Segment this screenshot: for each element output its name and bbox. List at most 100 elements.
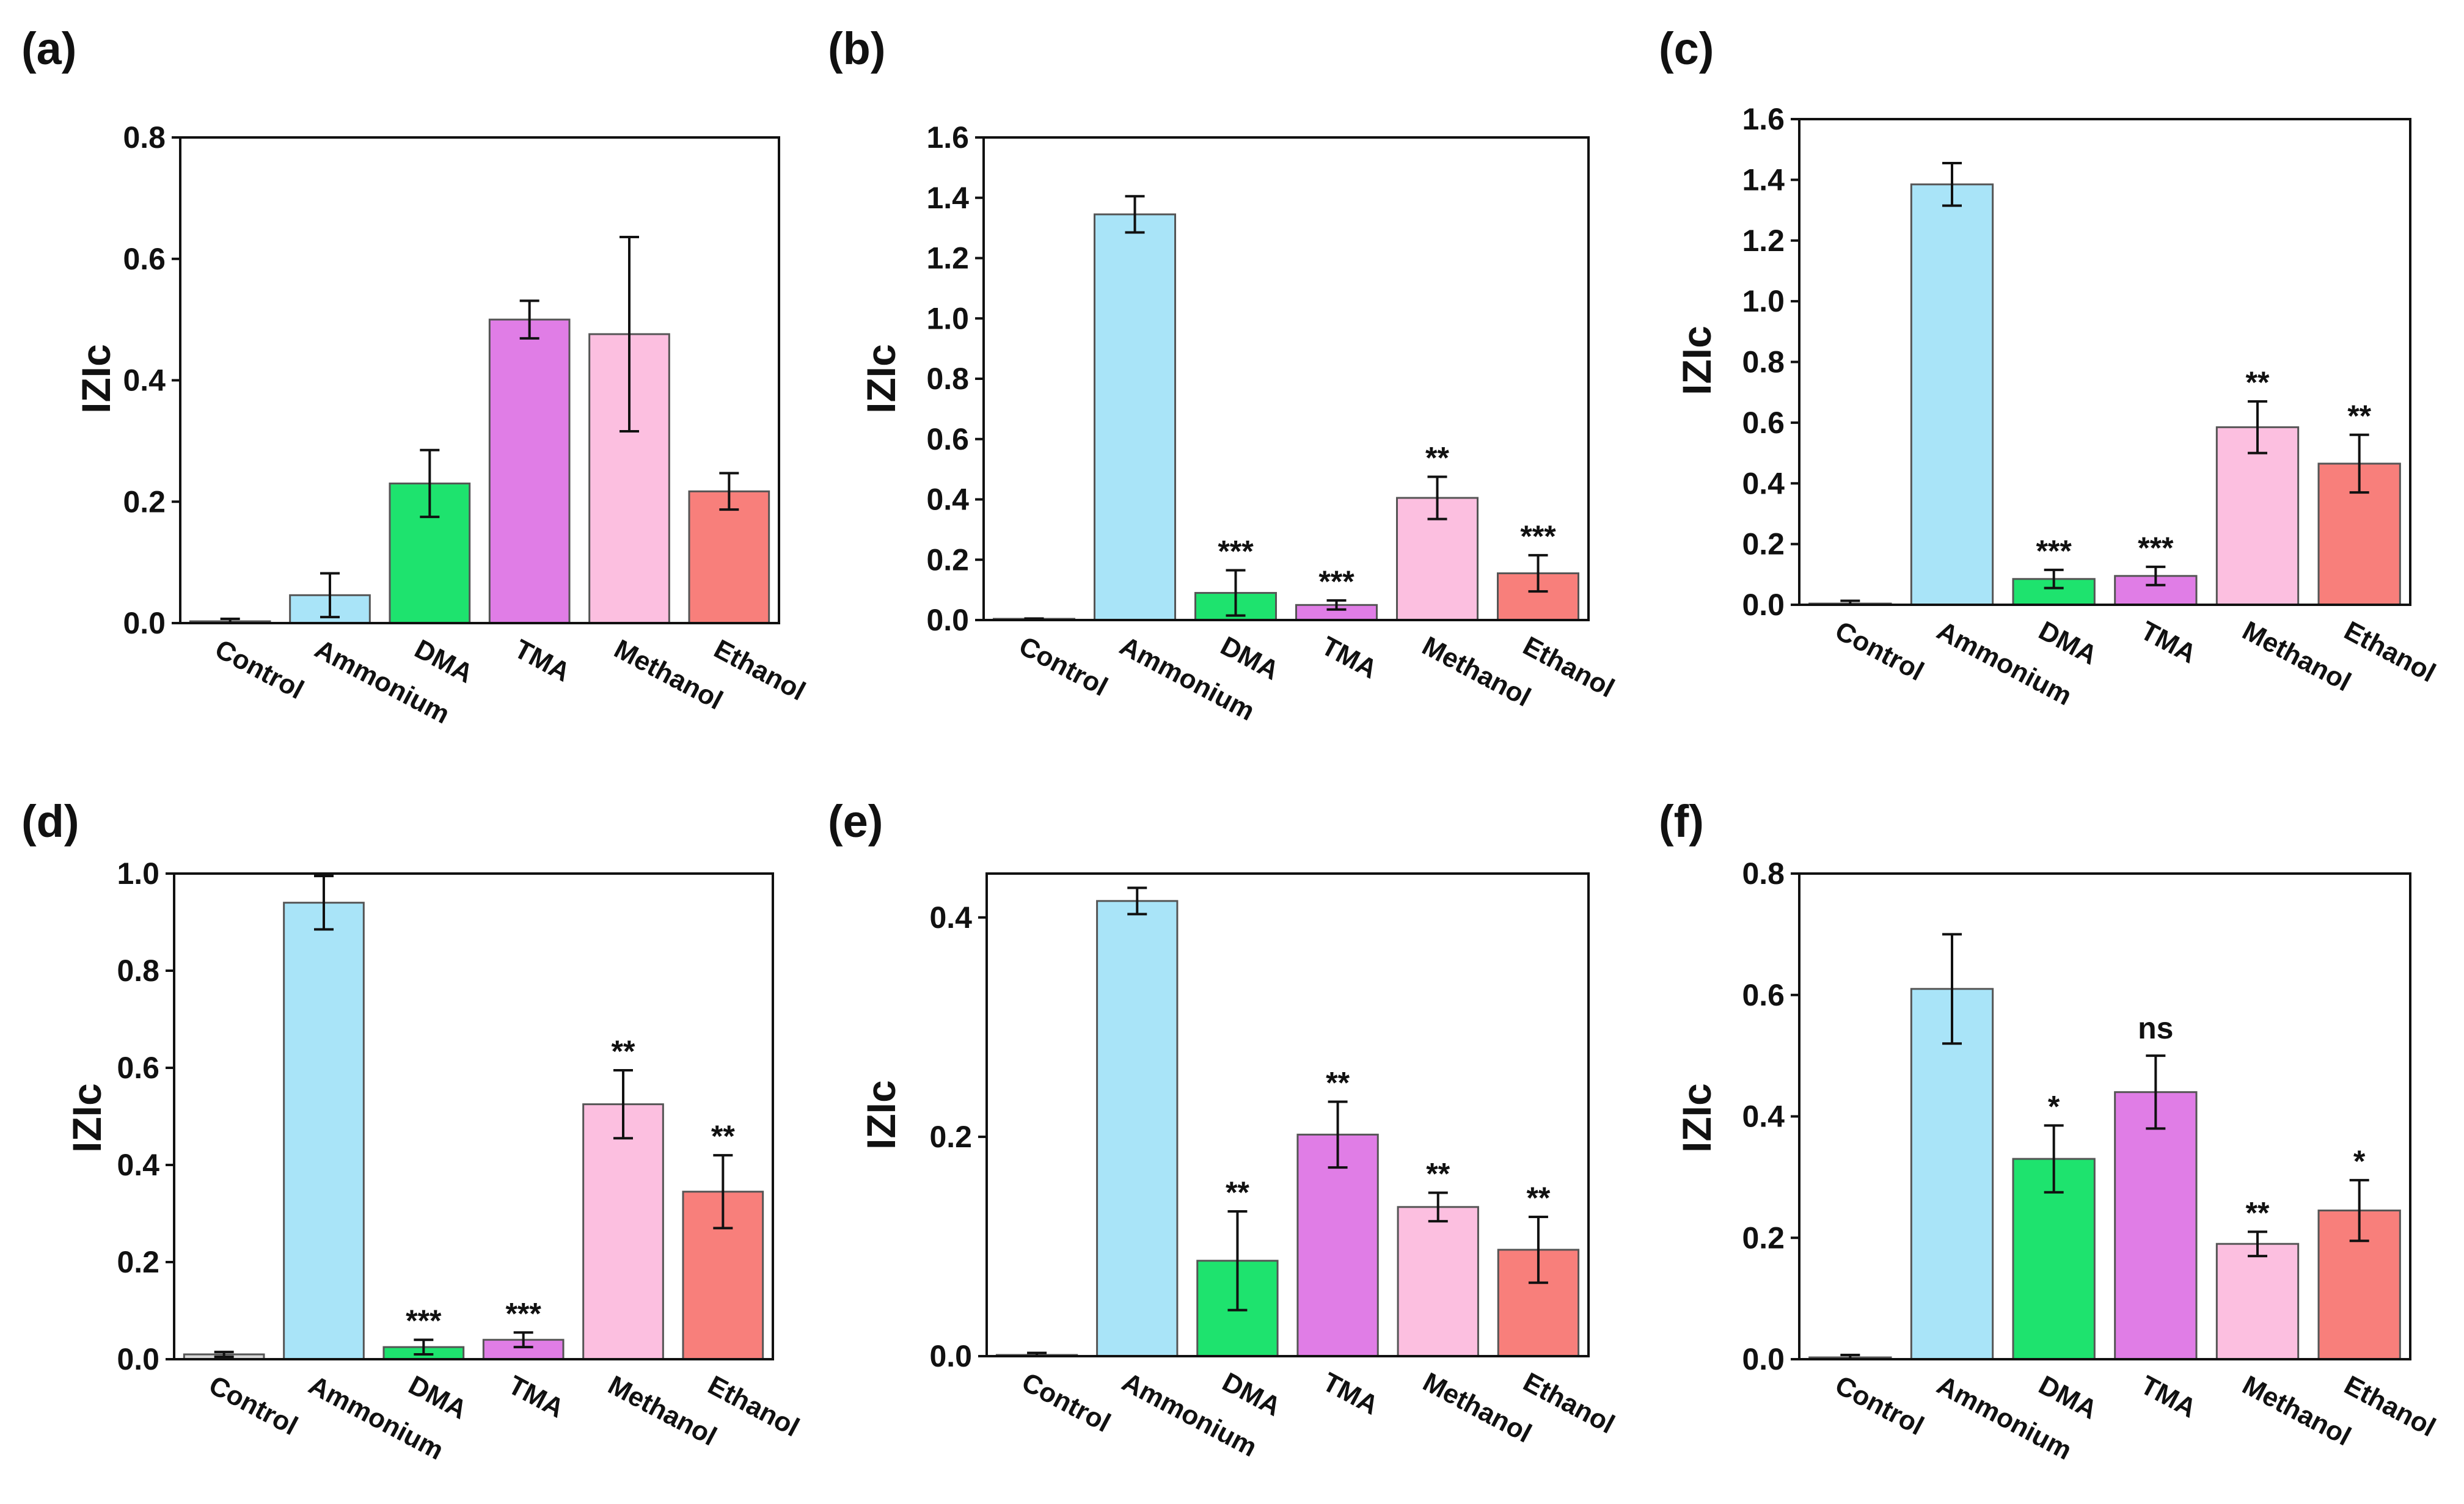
y-tick-label: 1.0 (926, 301, 969, 335)
x-tick-label: DMA (1218, 1367, 1285, 1422)
y-tick-label: 0.8 (117, 954, 159, 988)
bar (2215, 426, 2300, 606)
y-tick-label: 0.2 (926, 542, 969, 577)
x-tick-label: DMA (404, 1370, 472, 1425)
x-tick-label: Methanol (1417, 631, 1536, 713)
x-tick-label: TMA (510, 634, 575, 688)
y-tick-label: 0.6 (117, 1051, 159, 1085)
plot-frame (982, 136, 1590, 621)
x-tick-label: TMA (503, 1370, 569, 1424)
x-tick-label: TMA (1317, 631, 1382, 685)
significance-label: ** (2347, 399, 2371, 433)
bar (1910, 183, 1994, 606)
x-tick-label: Control (1830, 616, 1929, 687)
y-tick-label: 1.2 (1742, 224, 1785, 258)
y-tick-label: 0.4 (117, 1148, 159, 1182)
significance-label: ** (711, 1119, 735, 1153)
significance-label: *** (406, 1304, 442, 1338)
panel-label: (a) (21, 23, 76, 74)
panel-label: (f) (1659, 796, 1704, 847)
y-axis-title: IZIc (1674, 1083, 1719, 1153)
y-tick-label: 0.2 (1742, 527, 1785, 561)
x-tick-label: TMA (2136, 616, 2201, 670)
panel-label: (d) (21, 796, 79, 847)
y-tick-label: 0.0 (117, 1342, 159, 1376)
bar (2114, 1091, 2198, 1360)
significance-label: *** (2138, 531, 2174, 565)
y-tick-label: 0.4 (123, 363, 166, 398)
y-tick-label: 0.8 (926, 362, 969, 396)
x-tick-label: DMA (2034, 1370, 2102, 1425)
y-tick-label: 1.6 (926, 120, 969, 155)
bar (1497, 572, 1579, 621)
plot-frame (179, 136, 780, 624)
x-tick-label: Control (1830, 1370, 1929, 1442)
y-tick-label: 0.0 (1742, 1342, 1785, 1376)
y-tick-label: 0.0 (1742, 588, 1785, 622)
y-tick-label: 0.2 (1742, 1221, 1785, 1255)
y-axis-title: IZIc (858, 344, 904, 414)
bar (488, 318, 571, 624)
y-tick-label: 0.4 (929, 900, 972, 935)
significance-label: * (2353, 1144, 2366, 1178)
bar (1096, 900, 1179, 1357)
significance-label: ** (1326, 1065, 1350, 1100)
x-tick-label: Control (1014, 631, 1113, 703)
bar (688, 490, 770, 624)
y-tick-label: 0.6 (1742, 406, 1785, 440)
y-tick-label: 1.4 (926, 181, 969, 215)
y-tick-label: 0.2 (123, 484, 166, 519)
x-tick-label: Ethanol (709, 634, 810, 707)
x-tick-label: Control (210, 634, 309, 706)
plot-frame (1798, 118, 2411, 606)
significance-label: ** (1526, 1181, 1550, 1215)
y-tick-label: 0.4 (1742, 466, 1785, 500)
y-tick-label: 0.4 (1742, 1100, 1785, 1134)
y-axis-title: IZIc (64, 1083, 109, 1153)
y-tick-label: 0.0 (926, 603, 969, 637)
significance-label: ** (2246, 365, 2270, 400)
panel-label: (c) (1659, 23, 1714, 74)
bar (1094, 213, 1176, 621)
y-tick-label: 1.4 (1742, 162, 1785, 197)
x-tick-label: Control (204, 1370, 302, 1442)
y-tick-label: 0.2 (929, 1120, 972, 1154)
plot-frame (1798, 872, 2411, 1360)
x-tick-label: TMA (1318, 1367, 1383, 1421)
bar (1910, 988, 1994, 1360)
y-tick-label: 0.0 (929, 1339, 972, 1373)
x-tick-label: Ethanol (703, 1370, 804, 1443)
significance-label: ** (1425, 440, 1449, 475)
bar (582, 1103, 664, 1360)
x-tick-label: Ethanol (1518, 631, 1619, 704)
y-axis-title: IZIc (858, 1080, 904, 1150)
x-tick-label: Ethanol (2339, 1370, 2440, 1443)
significance-label: * (2048, 1089, 2060, 1123)
x-tick-label: Ethanol (2339, 616, 2440, 688)
significance-label: *** (505, 1296, 541, 1331)
significance-label: *** (1318, 564, 1354, 599)
significance-label: *** (1520, 519, 1556, 553)
significance-label: *** (1218, 535, 1254, 569)
y-tick-label: 1.0 (1742, 284, 1785, 318)
y-tick-label: 1.6 (1742, 102, 1785, 136)
y-tick-label: 0.8 (1742, 856, 1785, 891)
y-tick-label: 1.2 (926, 241, 969, 276)
y-tick-label: 0.0 (123, 606, 166, 640)
y-tick-label: 0.6 (123, 242, 166, 276)
x-tick-label: DMA (1216, 631, 1284, 686)
y-tick-label: 1.0 (117, 856, 159, 891)
plot-frame (173, 872, 774, 1360)
y-tick-label: 0.2 (117, 1245, 159, 1279)
x-tick-label: TMA (2136, 1370, 2201, 1424)
x-tick-label: Ethanol (1518, 1367, 1619, 1440)
bar (283, 902, 365, 1360)
panel-label: (e) (828, 796, 883, 847)
x-tick-label: Methanol (609, 634, 728, 716)
